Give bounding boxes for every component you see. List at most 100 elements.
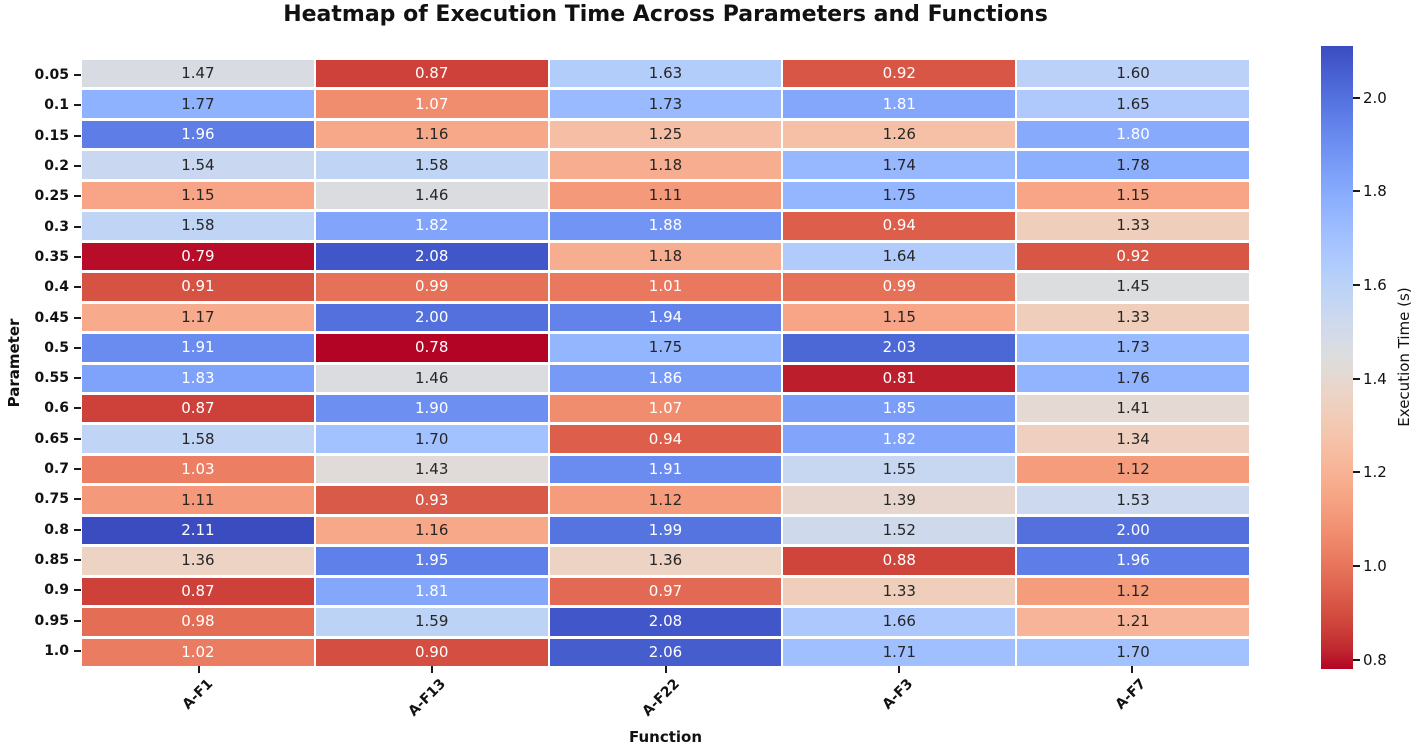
heatmap-cell: 1.60 [1017, 60, 1249, 88]
heatmap-cell: 2.00 [315, 303, 548, 332]
y-tick-label: 0.35 [34, 248, 69, 265]
y-tick-label: 0.3 [44, 218, 69, 235]
heatmap-cell: 1.86 [549, 364, 782, 392]
heatmap-cell: 1.82 [783, 425, 1016, 453]
heatmap-cell: 2.11 [82, 516, 314, 545]
heatmap-cell: 1.47 [82, 60, 314, 88]
heatmap-cell: 1.95 [315, 547, 548, 575]
y-tick-mark [74, 225, 81, 228]
heatmap-cell: 0.81 [783, 364, 1016, 392]
x-tick-label: A-F3 [879, 676, 917, 713]
heatmap-grid: 1.47 0.87 1.63 0.92 1.60 1.77 1.07 1.73 1.81 1.65… [82, 60, 1249, 666]
y-tick-mark [74, 195, 81, 198]
heatmap-cell: 0.92 [783, 60, 1016, 88]
y-tick-label: 0.9 [44, 582, 69, 599]
heatmap-cell: 1.81 [315, 577, 548, 606]
y-tick-label: 0.2 [44, 158, 69, 175]
heatmap-cell: 0.88 [783, 547, 1016, 575]
heatmap-cell: 1.96 [1017, 547, 1249, 575]
heatmap-cell: 1.36 [549, 547, 782, 575]
heatmap-cell: 1.82 [315, 212, 548, 240]
heatmap-cell: 1.65 [1017, 90, 1249, 118]
x-axis-label: Function [628, 728, 703, 746]
x-tick-mark [664, 666, 667, 673]
heatmap-cell: 1.07 [549, 394, 782, 423]
y-tick-mark [74, 346, 81, 349]
colorbar-tick-label: 1.4 [1363, 369, 1387, 388]
heatmap-cell: 1.94 [549, 303, 782, 332]
heatmap-cell: 1.15 [82, 181, 314, 210]
heatmap-cell: 1.66 [783, 608, 1016, 636]
y-tick-label: 0.45 [34, 309, 69, 326]
y-tick-mark [74, 407, 81, 410]
colorbar-tick-mark [1353, 471, 1360, 474]
y-tick-mark [74, 286, 81, 289]
heatmap-cell: 1.15 [1017, 181, 1249, 210]
heatmap-cell: 1.85 [783, 394, 1016, 423]
heatmap-cell: 1.43 [315, 455, 548, 484]
heatmap-cell: 1.58 [82, 425, 314, 453]
heatmap-cell: 0.97 [549, 577, 782, 606]
heatmap-cell: 1.73 [549, 90, 782, 118]
y-tick-label: 0.05 [34, 67, 69, 84]
heatmap-cell: 0.79 [82, 242, 314, 271]
y-tick-label: 1.0 [44, 642, 69, 659]
y-tick-label: 0.25 [34, 188, 69, 205]
heatmap-cell: 1.78 [1017, 151, 1249, 179]
heatmap-cell: 2.00 [1017, 516, 1249, 545]
x-tick-mark [897, 666, 900, 673]
heatmap-cell: 1.07 [315, 90, 548, 118]
y-tick-mark [74, 528, 81, 531]
y-tick-mark [74, 649, 81, 652]
y-tick-mark [74, 134, 81, 137]
heatmap-cell: 1.83 [82, 364, 314, 392]
heatmap-cell: 1.16 [315, 120, 548, 149]
heatmap-cell: 1.91 [82, 334, 314, 362]
heatmap-cell: 1.81 [783, 90, 1016, 118]
x-tick-label: A-F7 [1112, 676, 1150, 713]
heatmap-cell: 1.33 [1017, 212, 1249, 240]
x-tick-label: A-F1 [179, 676, 217, 713]
colorbar-tick-label: 1.8 [1363, 182, 1387, 201]
heatmap-cell: 1.11 [549, 181, 782, 210]
heatmap-cell: 2.03 [783, 334, 1016, 362]
heatmap-cell: 0.99 [315, 273, 548, 301]
heatmap-cell: 1.80 [1017, 120, 1249, 149]
x-tick-label: A-F22 [639, 676, 683, 720]
heatmap-cell: 1.26 [783, 120, 1016, 149]
heatmap-cell: 1.25 [549, 120, 782, 149]
colorbar-gradient [1321, 46, 1353, 669]
heatmap-cell: 1.54 [82, 151, 314, 179]
y-tick-mark [74, 316, 81, 319]
heatmap-cell: 1.64 [783, 242, 1016, 271]
heatmap-cell: 1.58 [82, 212, 314, 240]
colorbar-tick-mark [1353, 564, 1360, 567]
y-tick-mark [74, 165, 81, 168]
y-tick-label: 0.95 [34, 612, 69, 629]
heatmap-cell: 1.75 [783, 181, 1016, 210]
heatmap-cell: 0.91 [82, 273, 314, 301]
x-tick-mark [431, 666, 434, 673]
heatmap-cell: 1.99 [549, 516, 782, 545]
heatmap-cell: 0.98 [82, 608, 314, 636]
y-tick-label: 0.8 [44, 521, 69, 538]
y-tick-label: 0.55 [34, 370, 69, 387]
heatmap-cell: 1.33 [1017, 303, 1249, 332]
heatmap-cell: 1.12 [1017, 577, 1249, 606]
y-tick-mark [74, 377, 81, 380]
heatmap-cell: 1.17 [82, 303, 314, 332]
heatmap-cell: 0.90 [315, 638, 548, 666]
heatmap-cell: 1.70 [315, 425, 548, 453]
y-tick-label: 0.85 [34, 551, 69, 568]
heatmap-cell: 1.01 [549, 273, 782, 301]
heatmap-cell: 2.08 [549, 608, 782, 636]
heatmap-cell: 2.08 [315, 242, 548, 271]
heatmap-cell: 1.74 [783, 151, 1016, 179]
heatmap-cell: 1.33 [783, 577, 1016, 606]
heatmap-cell: 1.18 [549, 242, 782, 271]
y-tick-mark [74, 437, 81, 440]
chart-title: Heatmap of Execution Time Across Paramet… [283, 2, 1048, 27]
colorbar-tick-label: 2.0 [1363, 88, 1387, 107]
heatmap-cell: 1.58 [315, 151, 548, 179]
heatmap-cell: 1.12 [1017, 455, 1249, 484]
